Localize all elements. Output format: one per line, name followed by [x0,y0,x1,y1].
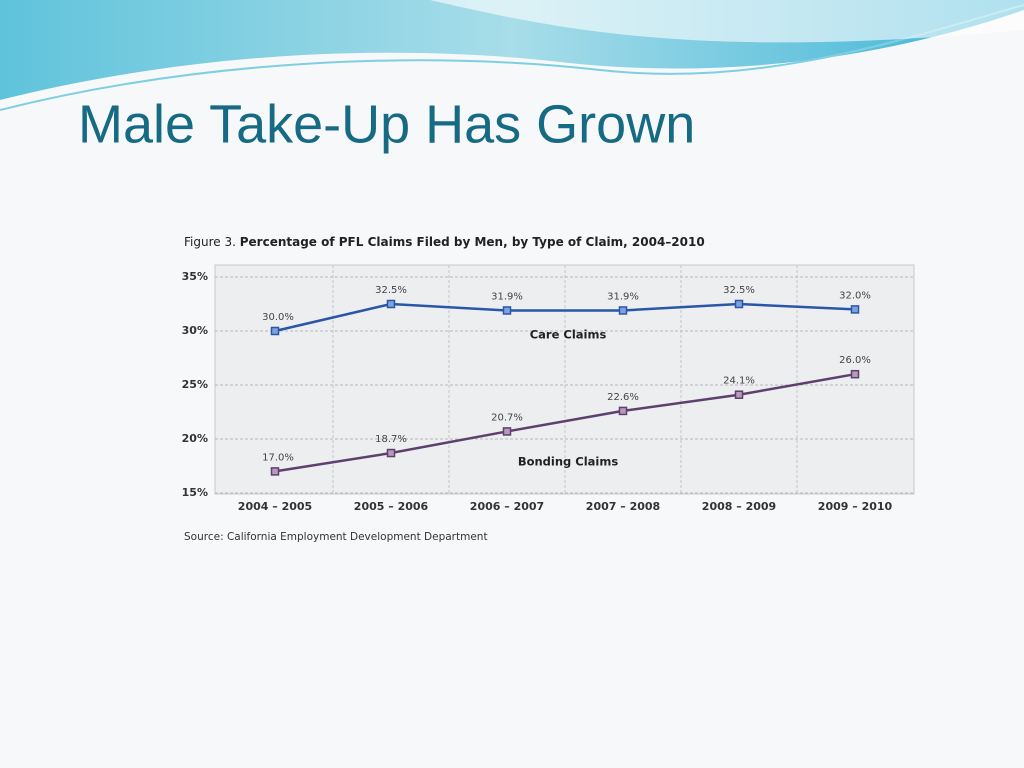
series-label: Bonding Claims [518,455,619,469]
value-label: 32.5% [723,285,755,296]
series-line [274,302,856,333]
value-label: 31.9% [491,291,523,302]
data-point [734,390,744,399]
plot: 15% 20% 25% 30% 35% 2004 – 2005 2005 – 2006 200… [182,265,913,513]
source-note: Source: California Employment Developmen… [184,531,488,543]
x-tick-label: 2009 – 2010 [818,500,893,513]
data-point [850,305,860,314]
value-label: 30.0% [262,312,294,323]
data-point [270,467,280,476]
value-label: 31.9% [607,291,639,302]
x-tick-label: 2004 – 2005 [238,500,312,513]
value-label: 22.6% [607,392,639,403]
y-tick-label: 20% [182,432,208,445]
data-point [850,369,860,379]
x-tick-label: 2006 – 2007 [470,500,544,513]
header-swoosh [0,4,1024,111]
value-label: 26.0% [839,355,871,366]
series-line [274,372,856,473]
x-tick-label: 2005 – 2006 [354,500,429,513]
data-point [502,427,512,436]
series-label: Care Claims [530,328,607,342]
value-label: 24.1% [723,376,755,387]
y-tick-label: 35% [182,270,208,283]
value-label: 32.5% [375,285,407,296]
slide-title: Male Take-Up Has Grown [78,94,695,154]
y-tick-label: 15% [182,486,208,499]
data-point [618,406,628,416]
figure-label: Figure 3. [184,235,236,249]
value-label: 32.0% [839,290,871,301]
data-point [734,299,744,309]
data-point [386,448,396,458]
y-tick-label: 30% [182,324,208,337]
y-tick-label: 25% [182,378,208,391]
header-highlight [430,0,1024,43]
data-point [386,299,396,309]
x-tick-label: 2007 – 2008 [586,500,660,513]
value-label: 17.0% [262,452,294,463]
x-tick-label: 2008 – 2009 [702,500,776,513]
data-point [502,306,512,315]
data-point [618,306,628,315]
value-label: 18.7% [375,434,407,445]
data-point [270,326,280,336]
value-label: 20.7% [491,412,523,423]
figure-caption: Figure 3. Percentage of PFL Claims Filed… [184,235,705,249]
chart-title: Percentage of PFL Claims Filed by Men, b… [240,235,705,249]
